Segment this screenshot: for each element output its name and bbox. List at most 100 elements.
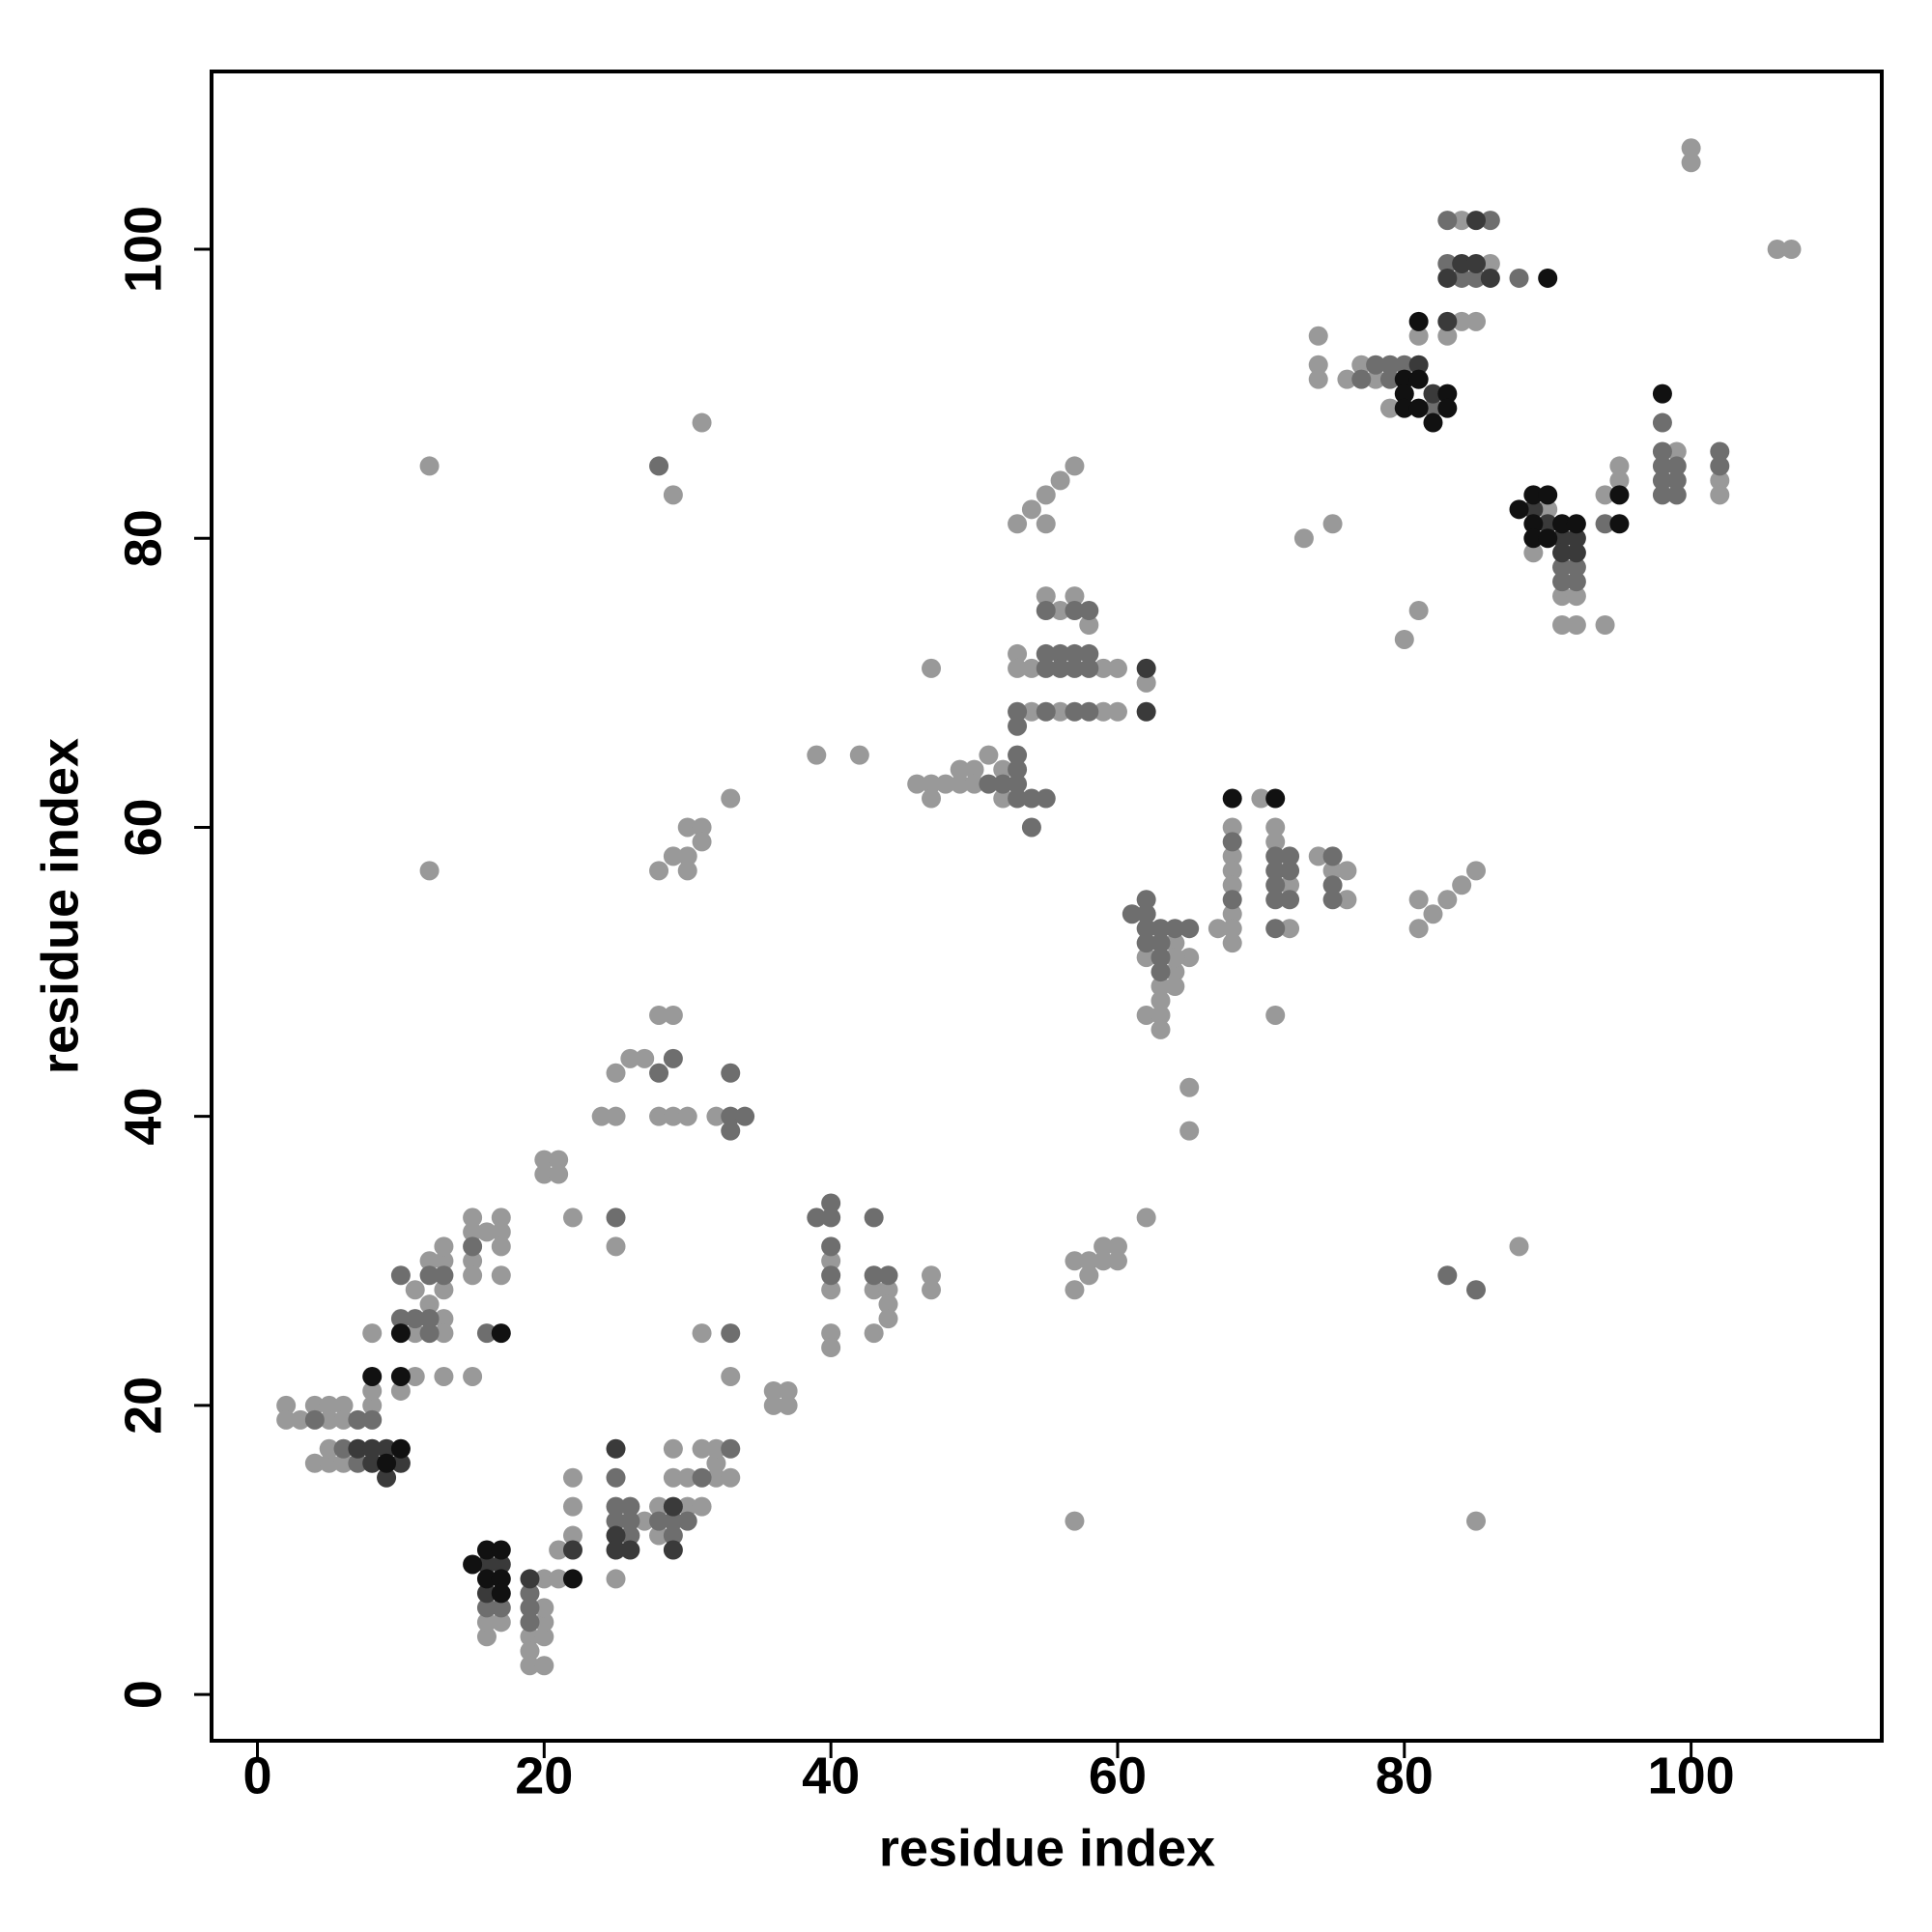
point	[663, 1511, 683, 1531]
point	[549, 1150, 569, 1170]
point	[1050, 701, 1070, 722]
point	[606, 1496, 626, 1517]
point	[362, 1323, 383, 1344]
point	[1136, 701, 1156, 722]
point	[549, 1540, 569, 1560]
point	[362, 1366, 383, 1386]
point	[677, 1496, 697, 1517]
point	[677, 1467, 697, 1488]
point	[706, 1453, 726, 1473]
point	[649, 1511, 669, 1531]
point	[333, 1409, 354, 1430]
point	[721, 1121, 741, 1141]
point	[677, 846, 697, 867]
point	[1008, 658, 1028, 678]
point	[1065, 456, 1085, 476]
point	[520, 1627, 540, 1647]
point	[333, 1395, 354, 1415]
point	[1652, 470, 1672, 491]
point	[620, 1540, 640, 1560]
point	[692, 1323, 712, 1344]
point	[476, 1627, 497, 1647]
point	[878, 1280, 898, 1300]
point	[692, 817, 712, 838]
point	[821, 1193, 841, 1213]
point	[1136, 1208, 1156, 1228]
point	[419, 1294, 440, 1315]
point	[1222, 817, 1242, 838]
point	[721, 1106, 741, 1126]
point	[692, 1467, 712, 1488]
point	[721, 1323, 741, 1344]
point	[1079, 658, 1099, 678]
point	[1065, 643, 1085, 664]
point	[1021, 701, 1041, 722]
point	[390, 1366, 411, 1386]
point	[1222, 875, 1242, 895]
point	[491, 1612, 511, 1633]
point	[663, 1467, 683, 1488]
point	[1036, 485, 1056, 505]
point	[721, 1467, 741, 1488]
point	[1509, 499, 1529, 520]
point	[606, 1106, 626, 1126]
point	[663, 1048, 683, 1068]
point	[1165, 948, 1185, 968]
point	[1408, 311, 1429, 331]
point	[1308, 369, 1328, 389]
point	[663, 846, 683, 867]
point	[1265, 788, 1286, 809]
point	[878, 1265, 898, 1286]
point	[1423, 398, 1443, 418]
point	[1666, 470, 1687, 491]
point	[1094, 1251, 1114, 1271]
point	[377, 1438, 397, 1459]
point	[663, 1540, 683, 1560]
point	[1394, 398, 1414, 418]
point	[864, 1208, 884, 1228]
point	[419, 456, 440, 476]
point	[1322, 890, 1343, 910]
point	[1538, 499, 1558, 520]
point	[821, 1338, 841, 1358]
point	[878, 1294, 898, 1315]
point	[1179, 919, 1200, 939]
point	[520, 1656, 540, 1676]
point	[1050, 470, 1070, 491]
point	[491, 1569, 511, 1589]
point	[1280, 919, 1300, 939]
point	[1767, 240, 1787, 260]
point	[1595, 615, 1615, 636]
point	[1265, 832, 1286, 852]
point	[319, 1453, 339, 1473]
point	[1452, 211, 1472, 231]
point	[907, 774, 927, 794]
point	[1394, 355, 1414, 375]
point	[1136, 1005, 1156, 1025]
point	[1008, 716, 1028, 736]
point	[1222, 861, 1242, 881]
point	[821, 1208, 841, 1228]
point	[562, 1525, 582, 1546]
point	[1036, 586, 1056, 607]
point	[476, 1222, 497, 1242]
x-tick-label: 40	[802, 1747, 860, 1804]
point	[1566, 528, 1586, 549]
point	[649, 1525, 669, 1546]
point	[348, 1438, 368, 1459]
point	[922, 658, 942, 678]
point	[821, 1265, 841, 1286]
point	[1710, 456, 1730, 476]
point	[1465, 861, 1486, 881]
point	[434, 1236, 454, 1257]
point	[663, 1005, 683, 1025]
point	[1538, 485, 1558, 505]
point	[1566, 543, 1586, 563]
point	[1666, 485, 1687, 505]
point	[491, 1554, 511, 1575]
point	[434, 1280, 454, 1300]
point	[1222, 933, 1242, 953]
point	[591, 1106, 611, 1126]
point	[434, 1265, 454, 1286]
point	[1437, 890, 1458, 910]
